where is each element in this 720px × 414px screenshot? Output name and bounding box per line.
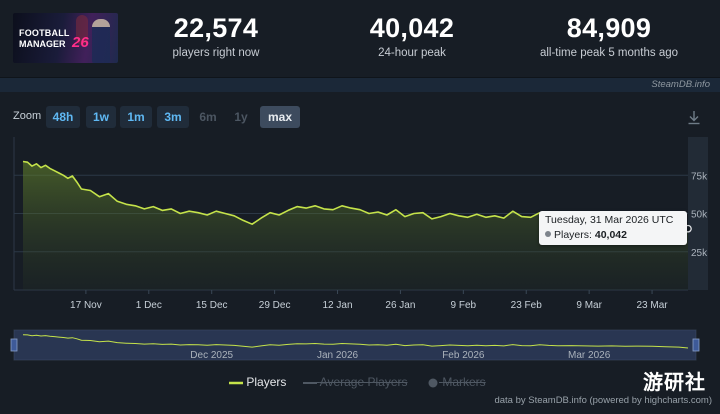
tooltip-series-label: Players: [554, 229, 592, 241]
navigator-selection [14, 330, 696, 360]
zoom-button-6m: 6m [199, 110, 217, 124]
game-logo[interactable]: FOOTBALL MANAGER 26 [13, 13, 118, 63]
tooltip-series-dot [545, 231, 551, 237]
stats-bar: FOOTBALL MANAGER 26 22,574 players right… [0, 0, 720, 78]
navigator-label: Jan 2026 [317, 350, 359, 361]
tooltip-value: 40,042 [594, 229, 627, 241]
footer-credit[interactable]: data by SteamDB.info (powered by highcha… [494, 395, 712, 406]
navigator-handle-right [692, 338, 700, 352]
x-tick-label: 9 Feb [451, 300, 477, 311]
navigator-handle-left [10, 338, 18, 352]
chart-tooltip: Tuesday, 31 Mar 2026 UTC Players: 40,042 [539, 211, 687, 245]
x-tick-label: 15 Dec [196, 300, 228, 311]
tooltip-date: Tuesday, 31 Mar 2026 UTC [545, 214, 674, 226]
x-tick-label: 12 Jan [323, 300, 353, 311]
series-line-players [22, 160, 689, 230]
navigator-label: Mar 2026 [568, 350, 611, 361]
stat-players-now: 22,574 players right now [126, 13, 306, 59]
stat-value: 22,574 [173, 13, 259, 43]
stat-value: 84,909 [566, 13, 652, 43]
stat-label: 24-hour peak [378, 47, 446, 59]
zoom-label: Zoom [13, 110, 42, 122]
watermark: 游研社 [643, 370, 706, 394]
x-tick-label: 26 Jan [385, 300, 415, 311]
legend-label: Players [246, 375, 287, 389]
series-area-players [22, 161, 688, 290]
zoom-button-48h[interactable]: 48h [46, 106, 80, 128]
x-tick-label: 9 Mar [576, 300, 602, 311]
zoom-button-3m[interactable]: 3m [157, 106, 189, 128]
navigator-label: Feb 2026 [442, 350, 485, 361]
legend-line-icon [303, 381, 317, 384]
stat-all-time-peak: 84,909 all-time peak 5 months ago [519, 13, 699, 59]
players-chart[interactable]: 25k 50k 75k 17 Nov 1 Dec 15 Dec 29 Dec 12 Jan 26… [0, 92, 720, 414]
navigator-line [22, 334, 689, 349]
legend-item-markers[interactable]: Markers [427, 375, 486, 389]
legend-item-players[interactable]: Players [229, 375, 286, 389]
zoom-button-max[interactable]: max [260, 106, 300, 128]
legend-marker-icon [428, 378, 438, 388]
x-tick-label: 17 Nov [70, 300, 102, 311]
x-tick-label: 1 Dec [136, 300, 162, 311]
chart-panel: Zoom 48h 1w 1m 3m 6m 1y max 25k 50k 75k 17 Nov 1 D… [0, 92, 720, 414]
logo-figure-secondary [76, 15, 88, 45]
x-tick-label: 29 Dec [259, 300, 291, 311]
legend-item-average-players[interactable]: Average Players [303, 375, 408, 389]
stat-label: all-time peak 5 months ago [539, 47, 679, 59]
y-axis-gutter [688, 137, 708, 290]
y-tick-label: 75k [691, 171, 708, 182]
logo-text-line1: FOOTBALL [19, 28, 70, 38]
navigator-label: Dec 2025 [190, 350, 233, 361]
stat-label: players right now [172, 47, 260, 59]
legend-line-icon [229, 381, 243, 385]
navigator [13, 329, 697, 361]
logo-number: 26 [72, 34, 89, 51]
tooltip-row: Players: 40,042 [545, 229, 627, 241]
download-icon[interactable] [687, 110, 701, 126]
x-tick-label: 23 Mar [636, 300, 668, 311]
y-tick-label: 50k [691, 210, 708, 221]
logo-figure [92, 19, 110, 63]
x-tick-label: 23 Feb [511, 300, 543, 311]
zoom-button-1y: 1y [234, 110, 248, 124]
y-tick-label: 25k [691, 248, 708, 259]
legend-label: Markers [442, 375, 486, 389]
steamdb-credit[interactable]: SteamDB.info [651, 79, 710, 90]
zoom-button-1m[interactable]: 1m [120, 106, 152, 128]
logo-text-line2: MANAGER [19, 39, 66, 49]
zoom-button-1w[interactable]: 1w [86, 106, 116, 128]
stat-24h-peak: 40,042 24-hour peak [322, 13, 502, 59]
stat-value: 40,042 [369, 13, 455, 43]
legend-label: Average Players [319, 375, 408, 389]
